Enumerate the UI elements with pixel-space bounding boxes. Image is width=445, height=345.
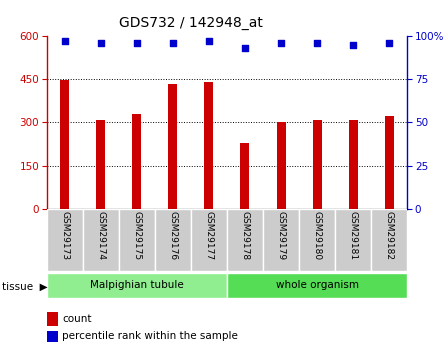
Text: GSM29174: GSM29174 [96, 210, 105, 259]
Text: GSM29178: GSM29178 [240, 210, 250, 260]
FancyBboxPatch shape [155, 209, 191, 271]
Bar [240, 143, 250, 209]
Point [61, 39, 69, 44]
Bar [384, 116, 394, 209]
Text: GSM29182: GSM29182 [384, 210, 394, 259]
FancyBboxPatch shape [371, 209, 407, 271]
Point [134, 40, 141, 46]
FancyBboxPatch shape [227, 273, 407, 298]
Text: Malpighian tubule: Malpighian tubule [90, 280, 184, 290]
Text: GSM29179: GSM29179 [276, 210, 286, 260]
Bar [312, 120, 322, 209]
Bar [276, 122, 286, 209]
Point [242, 46, 249, 51]
Point [169, 40, 176, 46]
Bar [132, 114, 142, 209]
Bar [168, 83, 178, 209]
FancyBboxPatch shape [299, 209, 335, 271]
FancyBboxPatch shape [119, 209, 155, 271]
Text: GSM29176: GSM29176 [168, 210, 178, 260]
Text: whole organism: whole organism [275, 280, 359, 290]
Text: GSM29177: GSM29177 [204, 210, 214, 260]
Point [97, 40, 105, 46]
Text: GSM29180: GSM29180 [312, 210, 322, 260]
Point [278, 40, 285, 46]
FancyBboxPatch shape [227, 209, 263, 271]
Bar [348, 120, 358, 209]
Point [386, 40, 393, 46]
FancyBboxPatch shape [335, 209, 371, 271]
Text: GDS732 / 142948_at: GDS732 / 142948_at [119, 16, 263, 30]
FancyBboxPatch shape [47, 209, 83, 271]
Text: GSM29181: GSM29181 [348, 210, 358, 260]
Text: count: count [62, 314, 92, 324]
Text: tissue  ▶: tissue ▶ [2, 282, 48, 292]
Bar [60, 80, 69, 209]
FancyBboxPatch shape [83, 209, 119, 271]
Point [313, 40, 320, 46]
Point [206, 39, 213, 44]
FancyBboxPatch shape [191, 209, 227, 271]
Text: percentile rank within the sample: percentile rank within the sample [62, 332, 238, 341]
FancyBboxPatch shape [263, 209, 299, 271]
FancyBboxPatch shape [47, 273, 227, 298]
Text: GSM29173: GSM29173 [60, 210, 69, 260]
Bar [96, 120, 105, 209]
Bar [204, 82, 214, 209]
Point [350, 42, 357, 48]
Text: GSM29175: GSM29175 [132, 210, 142, 260]
